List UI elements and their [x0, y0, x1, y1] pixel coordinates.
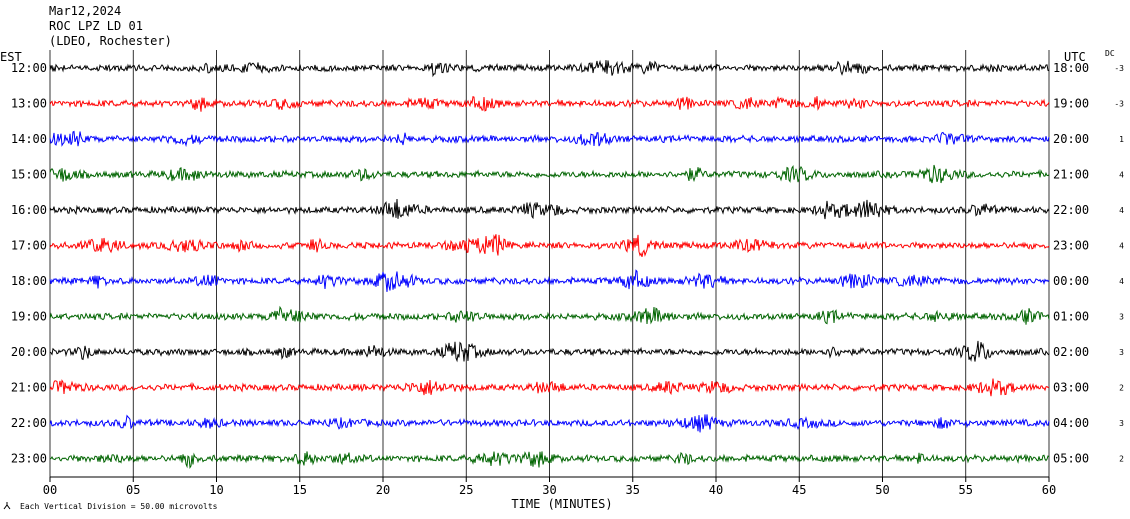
seismic-trace [49, 269, 1050, 292]
x-tick-label: 10 [209, 483, 223, 497]
utc-time-label: 19:00 [1053, 97, 1089, 111]
x-tick-label: 40 [709, 483, 723, 497]
est-time-label: 16:00 [11, 203, 47, 217]
utc-time-label: 05:00 [1053, 452, 1089, 466]
est-time-label: 15:00 [11, 168, 47, 182]
utc-time-label: 00:00 [1053, 274, 1089, 288]
utc-time-label: 20:00 [1053, 132, 1089, 146]
est-time-label: 19:00 [11, 310, 47, 324]
x-tick-label: 20 [376, 483, 390, 497]
seismic-trace [49, 234, 1050, 258]
seismic-trace [49, 164, 1050, 184]
station-title: ROC LPZ LD 01 [49, 19, 143, 33]
est-time-label: 20:00 [11, 345, 47, 359]
utc-time-label: 01:00 [1053, 310, 1089, 324]
utc-time-label: 03:00 [1053, 381, 1089, 395]
seismic-trace [49, 378, 1050, 397]
seismic-trace [49, 198, 1050, 220]
est-time-label: 22:00 [11, 416, 47, 430]
x-tick-label: 05 [126, 483, 140, 497]
dc-offset-value: 4 [1119, 242, 1124, 251]
seismic-trace [49, 95, 1050, 112]
seismic-trace [49, 340, 1050, 363]
x-tick-label: 35 [626, 483, 640, 497]
date-title: Mar12,2024 [49, 4, 122, 18]
est-time-label: 13:00 [11, 97, 47, 111]
dc-offset-value: 4 [1119, 277, 1124, 286]
network-title: (LDEO, Rochester) [49, 34, 172, 48]
utc-time-label: 23:00 [1053, 239, 1089, 253]
est-time-label: 14:00 [11, 132, 47, 146]
x-tick-label: 15 [293, 483, 307, 497]
right-axis-label: UTC [1064, 50, 1086, 64]
seismic-trace [49, 59, 1050, 78]
dc-offset-value: 4 [1119, 171, 1124, 180]
x-tick-label: 50 [875, 483, 889, 497]
x-axis-label: TIME (MINUTES) [511, 497, 612, 511]
left-axis-label: EST [0, 50, 22, 64]
x-tick-label: 25 [459, 483, 473, 497]
est-time-label: 18:00 [11, 274, 47, 288]
utc-time-label: 04:00 [1053, 416, 1089, 430]
est-time-label: 17:00 [11, 239, 47, 253]
dc-column-label: DC [1105, 49, 1115, 58]
dc-offset-value: 3 [1119, 348, 1124, 357]
utc-time-label: 22:00 [1053, 203, 1089, 217]
utc-time-label: 02:00 [1053, 345, 1089, 359]
scale-note-icon [3, 502, 11, 510]
est-time-label: 23:00 [11, 452, 47, 466]
dc-offset-value: -3 [1114, 100, 1124, 109]
est-time-label: 12:00 [11, 61, 47, 75]
x-tick-label: 30 [542, 483, 556, 497]
seismic-trace [49, 414, 1050, 433]
seismic-trace [49, 305, 1050, 325]
seismic-trace [49, 130, 1050, 148]
dc-offset-value: 4 [1119, 206, 1124, 215]
x-tick-label: 60 [1042, 483, 1056, 497]
utc-time-label: 21:00 [1053, 168, 1089, 182]
utc-time-label: 18:00 [1053, 61, 1089, 75]
dc-offset-value: 3 [1119, 313, 1124, 322]
seismic-trace [49, 451, 1050, 469]
x-tick-label: 55 [959, 483, 973, 497]
dc-offset-value: 3 [1119, 419, 1124, 428]
x-tick-label: 45 [792, 483, 806, 497]
dc-offset-value: 2 [1119, 455, 1124, 464]
x-tick-label: 00 [43, 483, 57, 497]
dc-offset-value: 2 [1119, 384, 1124, 393]
dc-offset-value: 1 [1119, 135, 1124, 144]
scale-note: Each Vertical Division = 50.00 microvolt… [20, 502, 218, 511]
est-time-label: 21:00 [11, 381, 47, 395]
dc-offset-value: -3 [1114, 64, 1124, 73]
